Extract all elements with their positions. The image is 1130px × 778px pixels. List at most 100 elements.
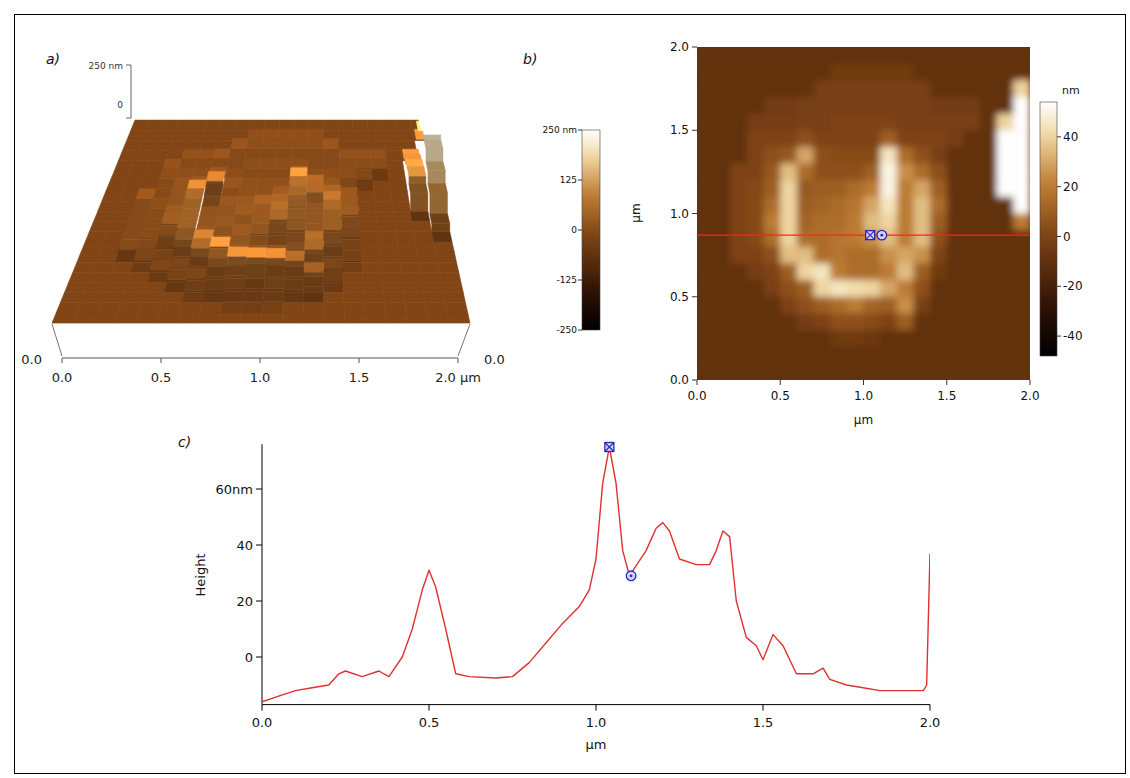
surface-side: [265, 276, 285, 279]
surface-cell: [324, 220, 342, 230]
surface-cell: [344, 303, 365, 313]
heatmap-cell: [714, 197, 731, 214]
surface-cell: [283, 293, 304, 303]
heatmap-cell: [797, 363, 814, 380]
surface-cell: [208, 248, 229, 258]
surface-cell: [407, 167, 426, 177]
heatmap-cell: [897, 363, 914, 380]
heatmap-cell: [1013, 114, 1030, 131]
heatmap-cell: [864, 164, 881, 181]
x-tick-label: 0.5: [419, 715, 440, 730]
heatmap-cell: [997, 180, 1014, 197]
x-tick: [596, 705, 597, 711]
color-bar: [582, 130, 600, 330]
y-tick-label: 0.5: [670, 290, 689, 304]
surface-cell: [441, 283, 463, 293]
surface-cell: [341, 205, 359, 215]
x-tick-label: 0.0: [52, 370, 73, 385]
heatmap-cell: [1013, 97, 1030, 114]
surface-cell: [182, 199, 202, 209]
heatmap-cell: [947, 147, 964, 164]
surface-cell: [400, 262, 421, 272]
surface-cell: [342, 228, 361, 238]
surface-side: [324, 243, 343, 247]
x-tick: [161, 358, 162, 363]
heatmap-cell: [1013, 280, 1030, 297]
surface-side: [118, 249, 137, 252]
surface-cell: [293, 139, 309, 149]
heatmap-ground: [697, 47, 1030, 380]
heatmap-cell: [747, 330, 764, 347]
heatmap-cell: [963, 214, 980, 231]
heatmap-cell: [780, 330, 797, 347]
heatmap-cell: [1013, 363, 1030, 380]
heatmap-cell: [730, 280, 747, 297]
heatmap-cell: [880, 247, 897, 264]
heatmap-cell: [764, 330, 781, 347]
surface-cell: [169, 258, 191, 268]
surface-cell: [309, 120, 324, 130]
surface-cell: [185, 189, 205, 199]
y-tick-label: 60nm: [216, 482, 253, 497]
x-axis-title: µm: [854, 413, 873, 427]
y-tick: [692, 296, 697, 297]
surface-cell: [189, 257, 210, 267]
heatmap-cell: [747, 347, 764, 364]
surface-cell: [357, 191, 375, 201]
surface-cell: [128, 272, 150, 282]
heatmap-cell: [697, 47, 714, 64]
surface-cell: [387, 161, 404, 171]
surface-cell: [324, 293, 344, 303]
surface-cell: [184, 281, 206, 291]
heatmap-cell: [814, 280, 831, 297]
surface-cell: [219, 196, 238, 206]
heatmap-cell: [997, 197, 1014, 214]
heatmap-cell: [764, 47, 781, 64]
y-tick: [692, 130, 697, 131]
surface-cell: [172, 130, 190, 140]
heatmap-cell: [897, 247, 914, 264]
surface-cell: [240, 178, 258, 188]
heatmap-cell: [697, 363, 714, 380]
heatmap-cell: [730, 80, 747, 97]
heatmap-area: [697, 47, 1030, 380]
surface-cell: [396, 232, 416, 242]
heatmap-cell: [963, 297, 980, 314]
surface-cell: [276, 149, 292, 159]
surface-cell: [324, 139, 340, 149]
surface-cell: [383, 283, 404, 293]
heatmap-cell: [880, 80, 897, 97]
heatmap-cell: [830, 130, 847, 147]
heatmap-cell: [963, 363, 980, 380]
heatmap-cell: [797, 280, 814, 297]
heatmap-cell: [797, 80, 814, 97]
heatmap-cell: [963, 197, 980, 214]
surface-cell: [245, 264, 266, 274]
heatmap-cell: [847, 80, 864, 97]
x-tick: [863, 380, 864, 385]
color-tick: [578, 230, 582, 231]
surface-cell: [198, 313, 221, 323]
surface-cell: [136, 313, 160, 323]
surface-cell: [197, 149, 215, 159]
heatmap-cell: [780, 180, 797, 197]
heatmap-cell: [913, 80, 930, 97]
surface-side: [430, 193, 448, 214]
x-tick: [946, 380, 947, 385]
heatmap-cell: [1013, 64, 1030, 81]
heatmap-cell: [897, 47, 914, 64]
heatmap-cell: [764, 263, 781, 280]
color-tick-label: 20: [1063, 180, 1078, 194]
surface-cell: [274, 169, 291, 179]
surface-cell: [172, 247, 193, 257]
y-tick-label: 2.0: [670, 40, 689, 54]
heatmap-cell: [997, 64, 1014, 81]
surface-cell: [324, 283, 344, 293]
surface-side: [305, 250, 324, 254]
y-tick: [692, 213, 697, 214]
heatmap-cell: [864, 197, 881, 214]
surface-cell: [206, 171, 225, 181]
surface-cell: [365, 313, 387, 323]
surface-cell: [355, 159, 372, 169]
heatmap-cell: [714, 64, 731, 81]
